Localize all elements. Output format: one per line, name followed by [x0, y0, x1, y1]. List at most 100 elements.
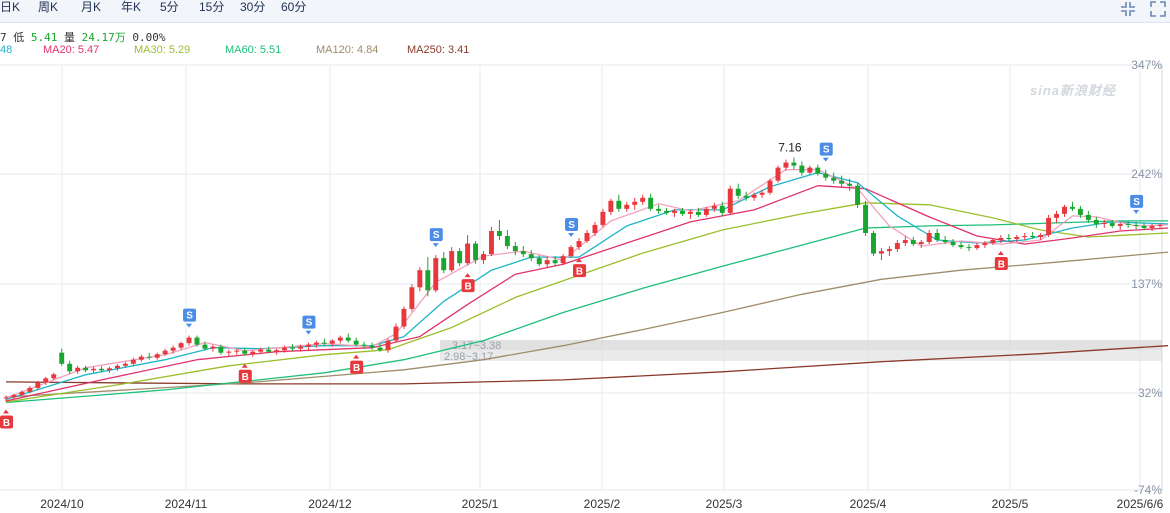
buy-marker-label: B	[242, 372, 249, 383]
y-tick-label: 137%	[1131, 277, 1162, 291]
candle-body	[377, 347, 383, 351]
period-30min[interactable]: 30分	[240, 0, 266, 14]
candle-body	[186, 337, 192, 344]
candle-body	[719, 205, 725, 213]
y-tick-label: 347%	[1131, 58, 1162, 72]
candle-body	[250, 351, 256, 354]
candle-body	[672, 210, 677, 213]
buy-marker-arrow	[464, 273, 471, 278]
candle-body	[592, 224, 598, 233]
ma-line-ma5	[5, 168, 1169, 399]
candle-body	[489, 230, 494, 255]
info-change-pct: 0.00%	[125, 31, 166, 44]
candle-body	[855, 185, 861, 205]
x-tick-label: 2024/12	[308, 497, 352, 511]
candle-body	[974, 245, 980, 249]
candle-body	[67, 363, 73, 372]
candle-body	[409, 287, 415, 309]
candle-body	[122, 363, 128, 366]
y-tick-label: -74%	[1134, 483, 1162, 497]
candle-body	[799, 165, 805, 173]
candle-body	[1157, 224, 1163, 226]
buy-marker-arrow	[576, 258, 583, 263]
candle-body	[847, 183, 853, 186]
candle-body	[1069, 206, 1075, 209]
period-day-k[interactable]: 日K	[0, 0, 21, 14]
candle-body	[1093, 219, 1099, 224]
candle-body	[680, 210, 685, 214]
candle-body	[162, 350, 168, 355]
sell-marker-arrow	[822, 157, 829, 162]
sell-marker-label: S	[306, 318, 313, 329]
candle-body	[1062, 206, 1067, 214]
info-volume-label: 量	[57, 31, 82, 44]
candle-body	[457, 251, 463, 264]
sell-marker-label: S	[433, 230, 440, 241]
sell-marker-label: S	[1133, 197, 1140, 208]
candle-body	[1014, 237, 1020, 240]
x-tick-label: 2025/4	[850, 497, 887, 511]
range-band-upper	[440, 340, 1162, 350]
candle-body	[815, 167, 821, 174]
candle-body	[345, 337, 351, 341]
buy-marker-label: B	[576, 267, 583, 278]
ohlc-info: 7 低 5.41 量 24.17万 0.00%	[0, 29, 166, 44]
candle-body	[496, 230, 502, 237]
candle-body	[83, 367, 89, 371]
candle-body	[321, 342, 327, 344]
candle-body	[473, 243, 479, 261]
candle-body	[1038, 235, 1044, 238]
candle-body	[640, 197, 646, 202]
candle-body	[35, 382, 41, 388]
buy-marker-label: B	[464, 282, 471, 293]
candle-body	[1117, 223, 1123, 226]
y-tick-label: 32%	[1138, 386, 1162, 400]
candle-body	[894, 243, 900, 250]
buy-marker-arrow	[241, 363, 248, 368]
period-week-k[interactable]: 周K	[38, 0, 59, 14]
candle-body	[512, 246, 518, 252]
buy-marker-arrow	[3, 409, 9, 414]
candle-body	[425, 270, 431, 291]
candle-body	[401, 308, 407, 327]
candle-body	[687, 211, 693, 214]
sina-watermark: sina新浪财经	[1030, 83, 1117, 98]
candle-body	[552, 260, 558, 264]
candle-body	[950, 242, 956, 246]
candle-body	[544, 260, 550, 265]
period-5min[interactable]: 5分	[160, 0, 179, 14]
expand-icon[interactable]	[1150, 1, 1166, 17]
buy-marker-badge	[994, 257, 1008, 271]
y-tick-label: 242%	[1131, 167, 1162, 181]
x-tick-label: 2024/10	[40, 497, 84, 511]
candle-body	[337, 337, 343, 341]
ma-legend-ma10: 48	[0, 44, 13, 56]
period-15min[interactable]: 15分	[199, 0, 225, 14]
candle-body	[695, 211, 701, 215]
period-year-k[interactable]: 年K	[121, 0, 142, 14]
sell-marker-label: S	[823, 145, 830, 156]
candle-body	[274, 350, 280, 352]
candle-body	[465, 243, 471, 264]
buy-marker-label: B	[998, 260, 1005, 271]
candle-body	[146, 356, 152, 358]
x-tick-label: 2025/3	[706, 497, 743, 511]
candle-body	[926, 232, 932, 243]
buy-marker-badge	[573, 264, 587, 278]
period-month-k[interactable]: 月K	[81, 0, 102, 14]
period-60min[interactable]: 60分	[281, 0, 307, 14]
candle-body	[791, 162, 797, 166]
candle-body	[743, 195, 749, 198]
candle-body	[1109, 222, 1115, 226]
candle-body	[170, 347, 176, 351]
candle-body	[266, 349, 272, 352]
candle-body	[942, 240, 948, 243]
candle-body	[1133, 224, 1139, 226]
candle-body	[934, 232, 940, 241]
candle-body	[3, 397, 9, 399]
candle-body	[982, 243, 988, 246]
candle-body	[91, 368, 97, 371]
buy-marker-label: B	[353, 363, 360, 374]
candle-body	[218, 346, 224, 353]
collapse-icon[interactable]	[1120, 1, 1136, 17]
